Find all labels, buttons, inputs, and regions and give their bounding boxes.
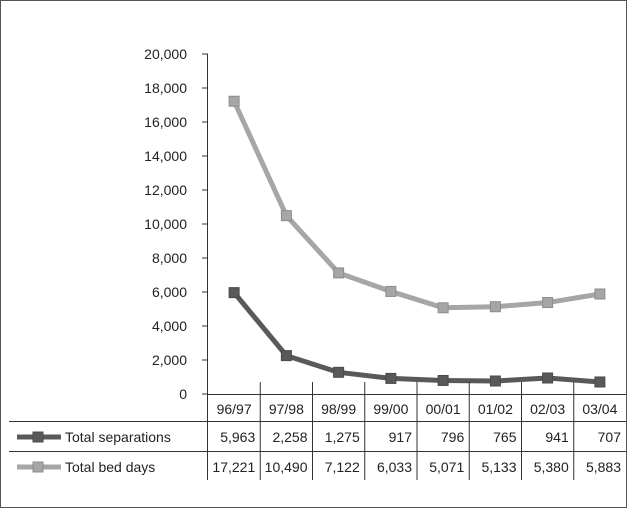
table-cell-value: 917 [389,429,413,445]
data-point-marker [437,302,449,314]
legend-label: Total separations [65,429,171,445]
x-category-label: 02/03 [530,401,565,417]
y-tick-label: 4,000 [152,318,187,334]
x-category-label: 97/98 [269,401,304,417]
legend-swatch-marker [32,461,44,473]
data-point-marker [385,372,397,384]
legend-label: Total bed days [65,459,155,475]
y-tick-label: 0 [179,386,187,402]
data-point-marker [280,210,292,222]
table-cell-value: 2,258 [272,429,307,445]
table-cell-value: 5,883 [586,459,621,475]
y-tick-label: 2,000 [152,352,187,368]
table-cell-value: 707 [598,429,622,445]
x-category-label: 00/01 [426,401,461,417]
table-cell-value: 5,963 [220,429,255,445]
table-cell-value: 1,275 [325,429,360,445]
x-category-label: 98/99 [321,401,356,417]
series-line-total-bed-days [231,100,601,311]
data-point-marker [594,288,606,300]
series-line-total-separations [232,291,601,385]
table-cell-value: 5,133 [481,459,516,475]
x-category-label: 99/00 [373,401,408,417]
table-cell-value: 765 [493,429,517,445]
y-tick-label: 14,000 [144,148,187,164]
series-layer [228,95,606,388]
data-table: 96/97 97/98 98/99 99/00 00/01 01/02 02/03 03/04… [9,382,626,480]
y-tick-label: 20,000 [144,46,187,62]
x-category-label: 96/97 [217,401,252,417]
table-cell-value: 941 [545,429,569,445]
data-point-marker [333,366,345,378]
data-point-marker [437,374,449,386]
data-point-marker [594,376,606,388]
legend-swatch-marker [32,431,44,443]
data-point-marker [385,285,397,297]
data-point-marker [489,375,501,387]
data-point-marker [228,95,240,107]
data-point-marker [542,372,554,384]
table-cell-value: 5,071 [429,459,464,475]
table-cell-value: 17,221 [212,459,255,475]
table-cell-value: 6,033 [377,459,412,475]
data-point-marker [489,301,501,313]
data-point-marker [542,297,554,309]
data-point-marker [228,287,240,299]
y-tick-label: 12,000 [144,182,187,198]
x-category-label: 03/04 [582,401,617,417]
table-cell-value: 10,490 [265,459,308,475]
axis-layer: 0 2,000 4,000 6,000 8,000 10,000 12,000 14,000 1… [144,46,208,402]
data-point-marker [333,267,345,279]
table-cell-value: 5,380 [534,459,569,475]
y-tick-label: 8,000 [152,250,187,266]
table-cell-value: 7,122 [325,459,360,475]
y-tick-label: 6,000 [152,284,187,300]
y-tick-label: 16,000 [144,114,187,130]
x-category-label: 01/02 [478,401,513,417]
data-point-marker [280,350,292,362]
y-tick-label: 10,000 [144,216,187,232]
y-tick-label: 18,000 [144,80,187,96]
table-cell-value: 796 [441,429,465,445]
